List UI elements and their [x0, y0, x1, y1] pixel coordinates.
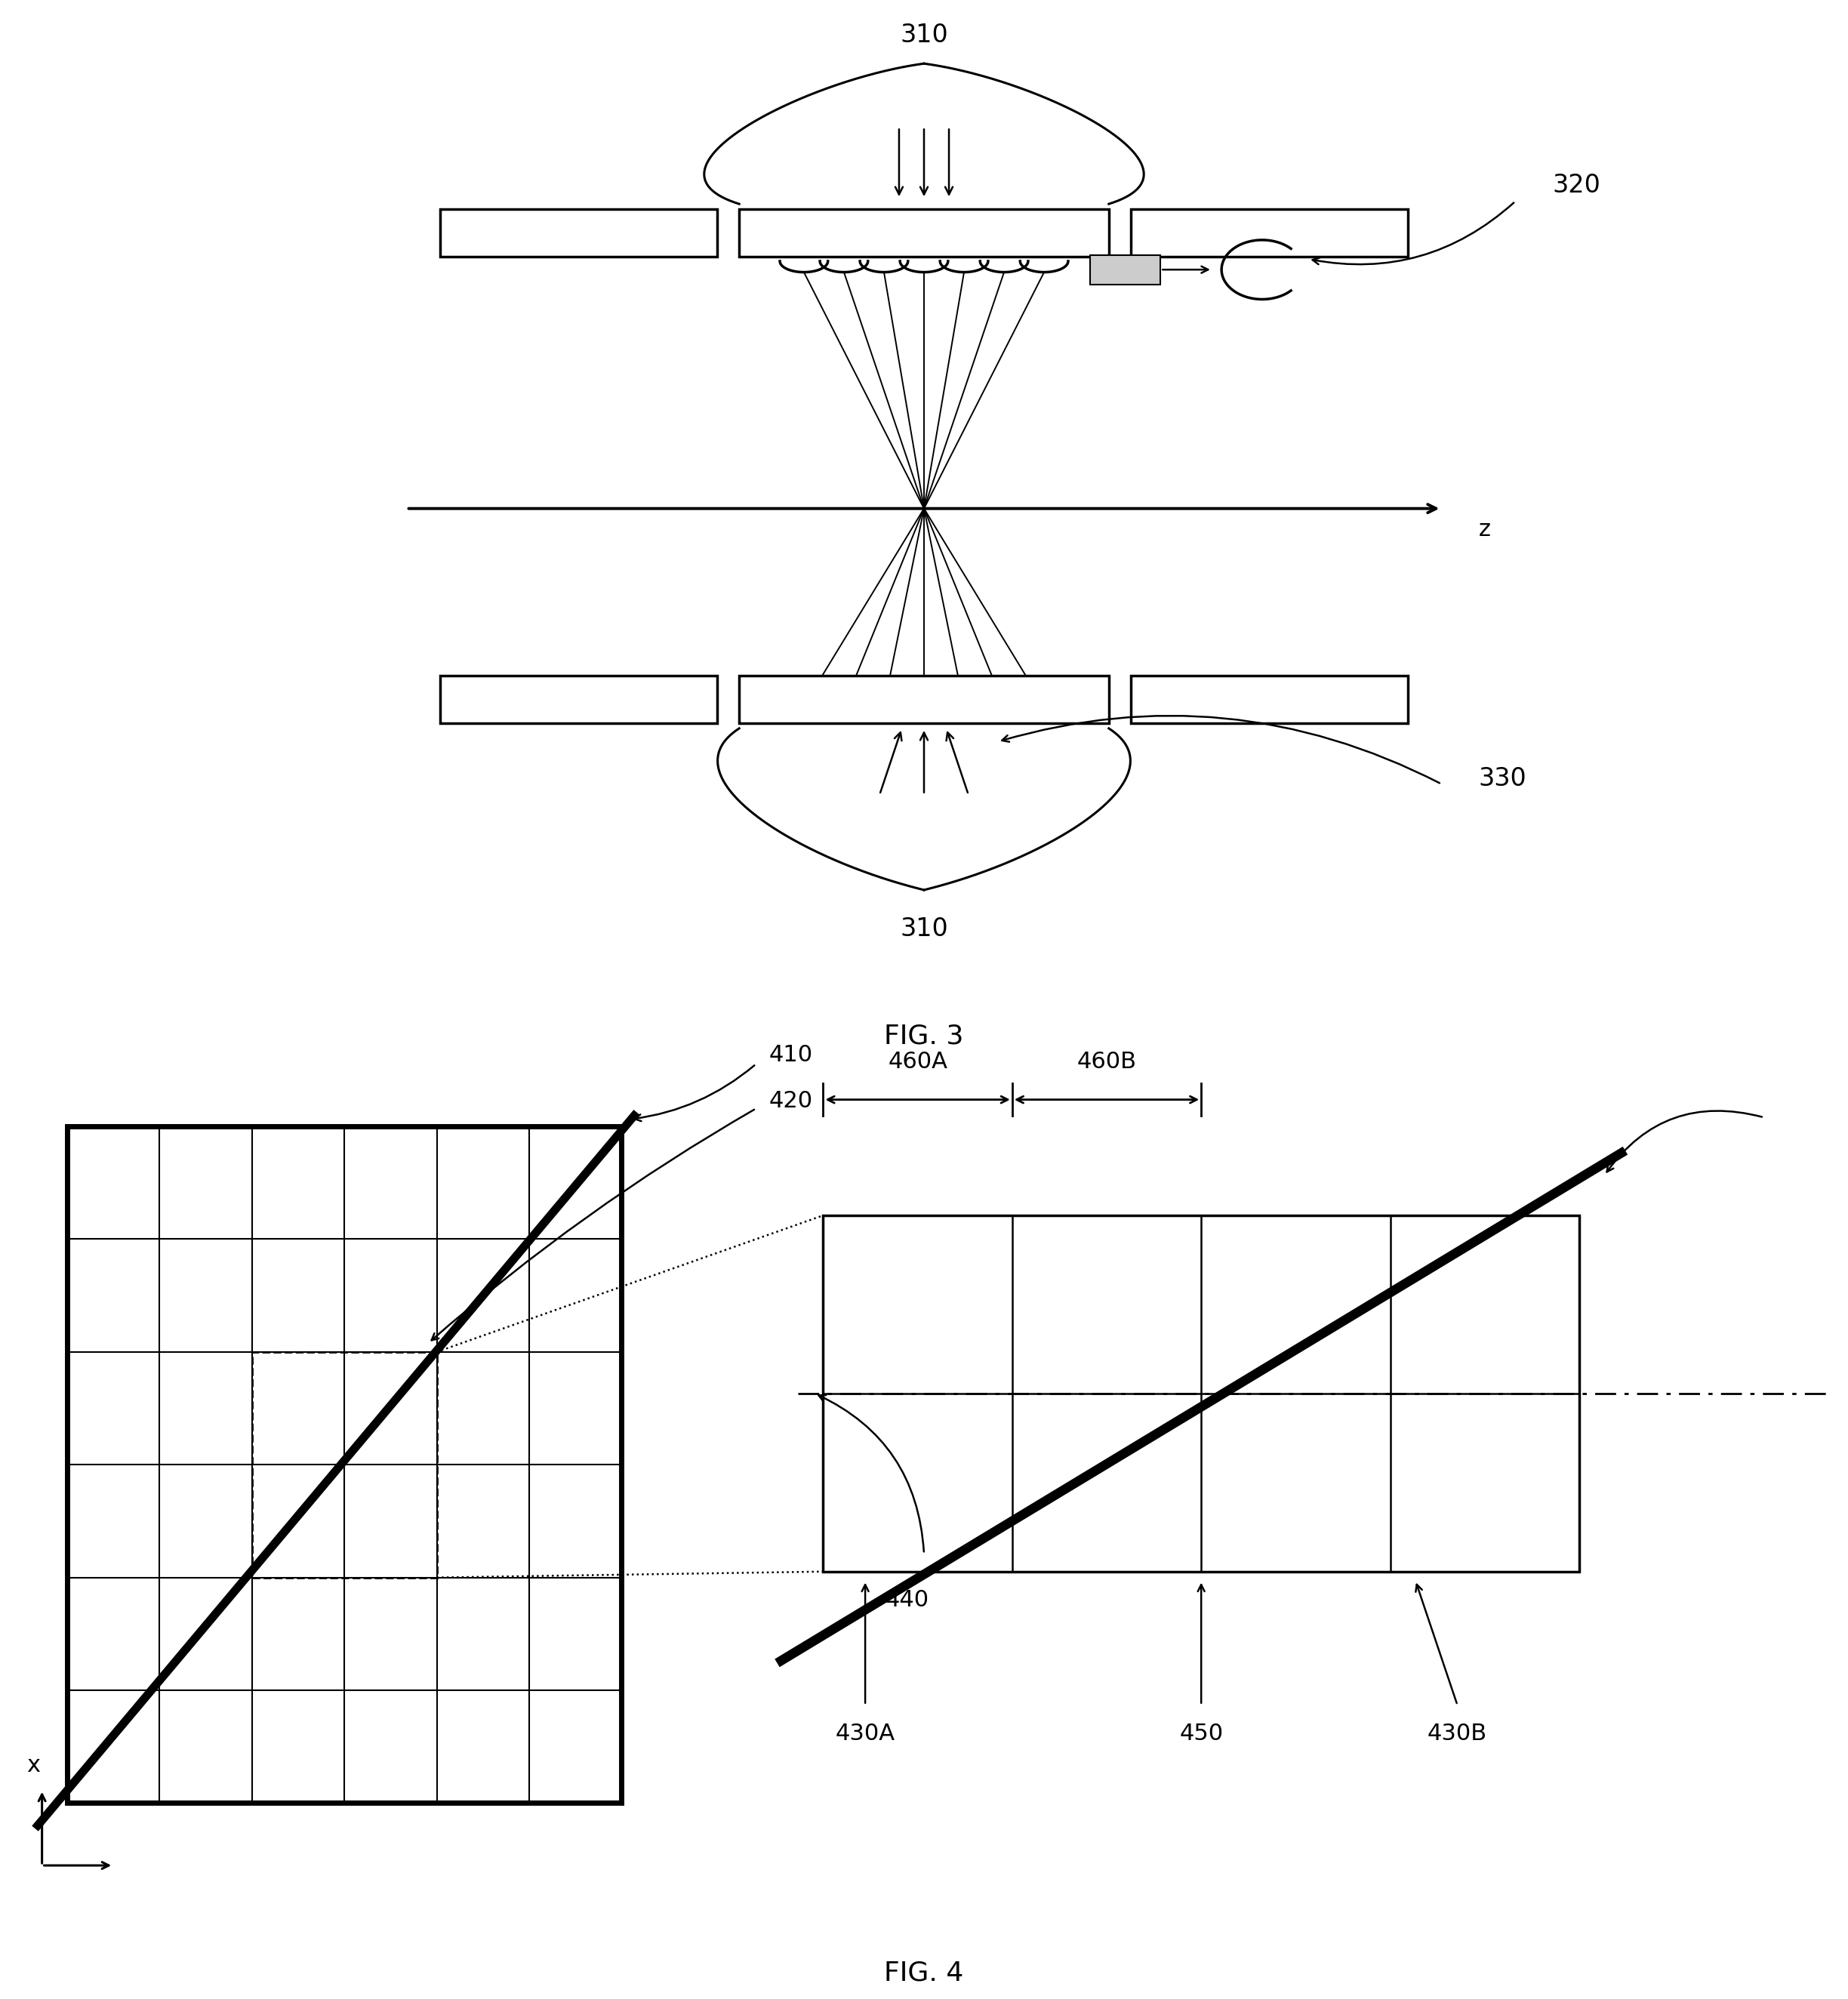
- Text: 410: 410: [769, 1043, 813, 1065]
- Text: 320: 320: [1552, 174, 1600, 198]
- FancyBboxPatch shape: [739, 676, 1109, 724]
- Text: 440: 440: [885, 1589, 930, 1611]
- Text: x: x: [28, 1755, 41, 1777]
- FancyBboxPatch shape: [67, 1125, 621, 1803]
- Text: 460B: 460B: [1077, 1051, 1137, 1073]
- FancyBboxPatch shape: [1131, 676, 1408, 724]
- FancyBboxPatch shape: [822, 1215, 1580, 1571]
- Text: z: z: [1478, 520, 1489, 540]
- FancyBboxPatch shape: [440, 676, 717, 724]
- Text: 450: 450: [1179, 1723, 1223, 1745]
- Text: 310: 310: [900, 916, 948, 942]
- FancyBboxPatch shape: [440, 210, 717, 258]
- Text: 430A: 430A: [835, 1723, 894, 1745]
- Text: 330: 330: [1478, 766, 1526, 792]
- Text: 460A: 460A: [887, 1051, 948, 1073]
- Text: FIG. 3: FIG. 3: [883, 1023, 965, 1049]
- Text: 420: 420: [769, 1091, 813, 1111]
- FancyBboxPatch shape: [1090, 254, 1161, 284]
- Text: 310: 310: [900, 22, 948, 48]
- FancyBboxPatch shape: [739, 210, 1109, 258]
- FancyBboxPatch shape: [1131, 210, 1408, 258]
- Text: 430B: 430B: [1427, 1723, 1488, 1745]
- Text: FIG. 4: FIG. 4: [883, 1959, 965, 1985]
